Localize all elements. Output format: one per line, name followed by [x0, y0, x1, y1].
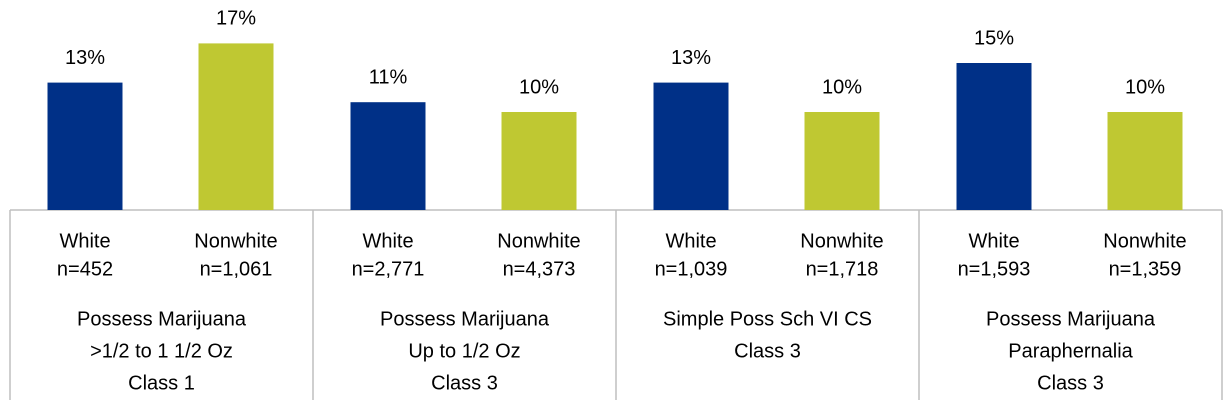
value-label: 15% [974, 27, 1014, 49]
value-label: 13% [671, 47, 711, 69]
bar [198, 43, 274, 211]
group-label: Simple Poss Sch VI CS [663, 308, 872, 330]
n-label: n=1,718 [806, 258, 879, 280]
bar [501, 112, 577, 210]
n-label: n=1,039 [655, 258, 728, 280]
series-label: White [968, 230, 1019, 252]
bar [956, 63, 1032, 210]
group-label: Class 3 [1037, 372, 1104, 394]
group-label: Up to 1/2 Oz [408, 340, 520, 362]
bar [653, 82, 729, 210]
group-label: Class 1 [128, 372, 195, 394]
n-label: n=1,359 [1109, 258, 1182, 280]
bar [47, 82, 123, 210]
series-label: White [665, 230, 716, 252]
value-label: 10% [1125, 76, 1165, 98]
group-label: Possess Marijuana [77, 308, 247, 330]
value-label: 17% [216, 8, 256, 30]
series-label: White [59, 230, 110, 252]
series-label: White [362, 230, 413, 252]
n-label: n=452 [57, 258, 113, 280]
value-label: 10% [822, 76, 862, 98]
group-label: Class 3 [734, 340, 801, 362]
series-label: Nonwhite [194, 230, 277, 252]
group-label: Possess Marijuana [986, 308, 1156, 330]
group-label: >1/2 to 1 1/2 Oz [90, 340, 233, 362]
n-label: n=1,593 [958, 258, 1031, 280]
series-label: Nonwhite [497, 230, 580, 252]
group-label: Class 3 [431, 372, 498, 394]
group-label: Possess Marijuana [380, 308, 550, 330]
n-label: n=4,373 [503, 258, 576, 280]
bar [350, 102, 426, 210]
series-label: Nonwhite [1103, 230, 1186, 252]
bar [1107, 112, 1183, 210]
group-label: Paraphernalia [1008, 340, 1133, 362]
value-label: 13% [65, 47, 105, 69]
series-label: Nonwhite [800, 230, 883, 252]
bar [804, 112, 880, 210]
value-label: 10% [519, 76, 559, 98]
n-label: n=2,771 [352, 258, 425, 280]
value-label: 11% [369, 66, 408, 88]
n-label: n=1,061 [200, 258, 273, 280]
